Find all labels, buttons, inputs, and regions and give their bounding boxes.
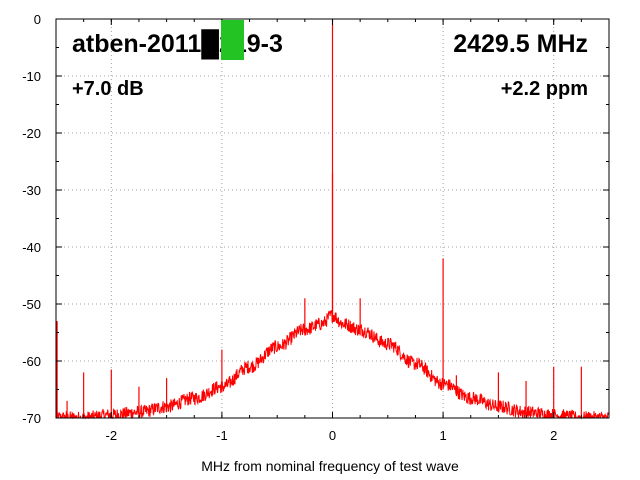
axes: -2 -1 0 1 20-10-20-30-40-50-60-70 xyxy=(22,12,610,443)
y-tick-label: -70 xyxy=(22,411,41,426)
series-layer xyxy=(55,19,610,420)
y-tick-label: -30 xyxy=(22,183,41,198)
y-tick-label: -40 xyxy=(22,240,41,255)
y-tick-label: -50 xyxy=(22,297,41,312)
chart-title: atben-2011█219-3 xyxy=(72,29,283,60)
x-axis-title: MHz from nominal frequency of test wave xyxy=(201,458,459,474)
ppm-label: +2.2 ppm xyxy=(501,78,588,100)
x-tick-label: -2 xyxy=(106,428,118,443)
y-tick-label: -10 xyxy=(22,69,41,84)
x-tick-label: -1 xyxy=(216,428,228,443)
y-tick-label: 0 xyxy=(34,12,41,27)
x-tick-label: 1 xyxy=(439,428,446,443)
x-tick-label: 0 xyxy=(329,428,336,443)
gain-label: +7.0 dB xyxy=(72,78,144,100)
frequency-label: 2429.5 MHz xyxy=(453,30,588,58)
y-tick-label: -60 xyxy=(22,354,41,369)
x-tick-label: 2 xyxy=(550,428,557,443)
y-tick-label: -20 xyxy=(22,126,41,141)
noise-trace xyxy=(55,310,610,420)
redaction-marker xyxy=(221,20,244,60)
